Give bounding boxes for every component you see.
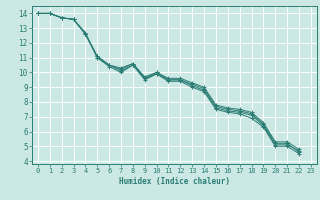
X-axis label: Humidex (Indice chaleur): Humidex (Indice chaleur) bbox=[119, 177, 230, 186]
